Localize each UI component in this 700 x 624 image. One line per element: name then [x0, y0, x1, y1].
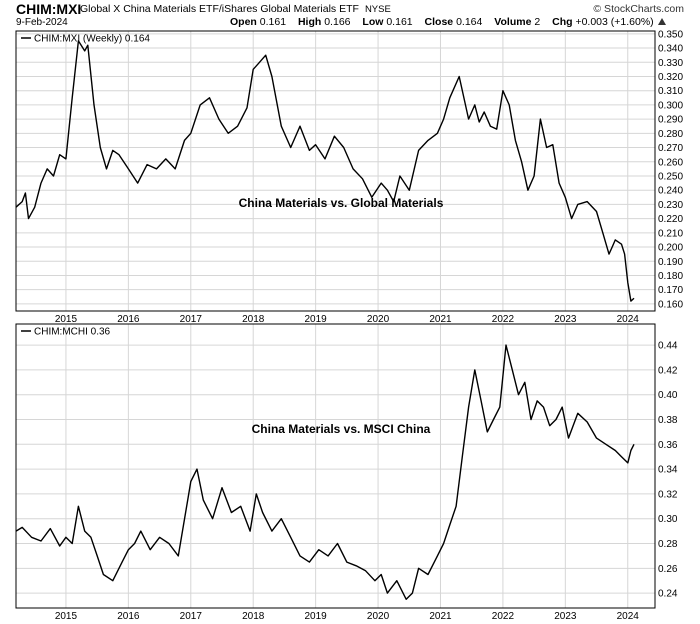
open-value: 0.161 [259, 16, 287, 28]
close-label: Close [424, 16, 454, 28]
y-tick-label: 0.34 [658, 465, 678, 476]
y-tick-label: 0.28 [658, 539, 678, 550]
plot-frame [15, 30, 656, 312]
stockcharts-brand[interactable]: © StockCharts.com [593, 3, 684, 15]
y-tick-label: 0.310 [658, 86, 683, 97]
y-tick-label: 0.230 [658, 200, 683, 211]
x-tick-label: 2015 [55, 611, 78, 622]
x-tick-label: 2023 [554, 314, 577, 325]
series-line-chim-mchi [15, 344, 635, 600]
y-tick-label: 0.210 [658, 228, 683, 239]
y-tick-label: 0.26 [658, 564, 678, 575]
y-tick-label: 0.290 [658, 115, 683, 126]
chart-annotation: China Materials vs. Global Materials [239, 196, 444, 210]
chart-panel-1: 0.160 0.170 0.180 0.190 0.200 0.210 0.220 0.230… [15, 29, 683, 325]
chg-label: Chg [552, 16, 573, 28]
x-tick-label: 2019 [305, 611, 328, 622]
volume-value: 2 [534, 16, 541, 28]
y-tick-label: 0.32 [658, 489, 678, 500]
ohlc-readout: Open 0.161 High 0.166 Low 0.161 Close 0.… [230, 16, 667, 28]
x-tick-label: 2016 [117, 611, 140, 622]
y-tick-label: 0.40 [658, 390, 678, 401]
y-tick-label: 0.38 [658, 415, 678, 426]
y-tick-label: 0.42 [658, 365, 678, 376]
x-tick-label: 2018 [242, 611, 265, 622]
y-tick-label: 0.190 [658, 257, 683, 268]
x-tick-label: 2015 [55, 314, 78, 325]
chart-header: CHIM:MXI Global X China Materials ETF/iS… [0, 0, 700, 30]
y-tick-label: 0.24 [658, 589, 678, 600]
open-label: Open [230, 16, 257, 28]
symbol-title: CHIM:MXI [16, 1, 82, 17]
up-triangle-icon [657, 18, 666, 25]
x-tick-label: 2021 [429, 314, 452, 325]
y-tick-label: 0.240 [658, 186, 683, 197]
x-tick-label: 2017 [180, 611, 203, 622]
low-label: Low [362, 16, 384, 28]
x-tick-label: 2018 [242, 314, 265, 325]
x-tick-label: 2021 [429, 611, 452, 622]
symbol-description: Global X China Materials ETF/iShares Glo… [80, 3, 391, 15]
y-tick-label: 0.320 [658, 72, 683, 83]
y-tick-label: 0.250 [658, 171, 683, 182]
y-tick-label: 0.160 [658, 299, 683, 310]
chart-annotation: China Materials vs. MSCI China [252, 422, 431, 436]
high-label: High [297, 16, 322, 28]
x-tick-label: 2017 [180, 314, 203, 325]
x-tick-label: 2019 [305, 314, 328, 325]
x-tick-label: 2022 [492, 611, 515, 622]
y-tick-label: 0.200 [658, 243, 683, 254]
y-tick-label: 0.30 [658, 514, 678, 525]
x-tick-label: 2020 [367, 611, 390, 622]
low-value: 0.161 [386, 16, 413, 28]
legend-label: CHIM:MXI (Weekly) 0.164 [34, 34, 150, 45]
y-tick-label: 0.270 [658, 143, 683, 154]
volume-label: Volume [494, 16, 532, 28]
date-label: 9-Feb-2024 [16, 17, 68, 28]
y-tick-label: 0.180 [658, 271, 683, 282]
x-tick-label: 2022 [492, 314, 515, 325]
y-tick-label: 0.170 [658, 285, 683, 296]
chg-value: +0.003 (+1.60%) [575, 16, 654, 28]
y-tick-label: 0.300 [658, 100, 683, 111]
chart-panel-2: 0.24 0.26 0.28 0.30 0.32 0.34 0.36 0.38 0.40 0.42… [15, 323, 678, 622]
y-tick-label: 0.36 [658, 440, 678, 451]
y-tick-label: 0.260 [658, 157, 683, 168]
plot-frame [15, 323, 656, 609]
x-tick-label: 2020 [367, 314, 390, 325]
y-tick-label: 0.330 [658, 58, 683, 69]
series-line-chim-mxi [15, 40, 635, 302]
x-tick-label: 2024 [617, 314, 640, 325]
legend-label: CHIM:MCHI 0.36 [34, 327, 111, 338]
y-tick-label: 0.220 [658, 214, 683, 225]
description-text: Global X China Materials ETF/iShares Glo… [80, 3, 359, 15]
y-tick-label: 0.340 [658, 44, 683, 55]
x-tick-label: 2016 [117, 314, 140, 325]
y-tick-label: 0.350 [658, 29, 683, 40]
x-tick-label: 2024 [617, 611, 640, 622]
x-tick-label: 2023 [554, 611, 577, 622]
close-value: 0.164 [456, 16, 483, 28]
y-tick-label: 0.44 [658, 341, 678, 352]
exchange-label: NYSE [364, 4, 391, 15]
y-tick-label: 0.280 [658, 129, 683, 140]
high-value: 0.166 [324, 16, 351, 28]
